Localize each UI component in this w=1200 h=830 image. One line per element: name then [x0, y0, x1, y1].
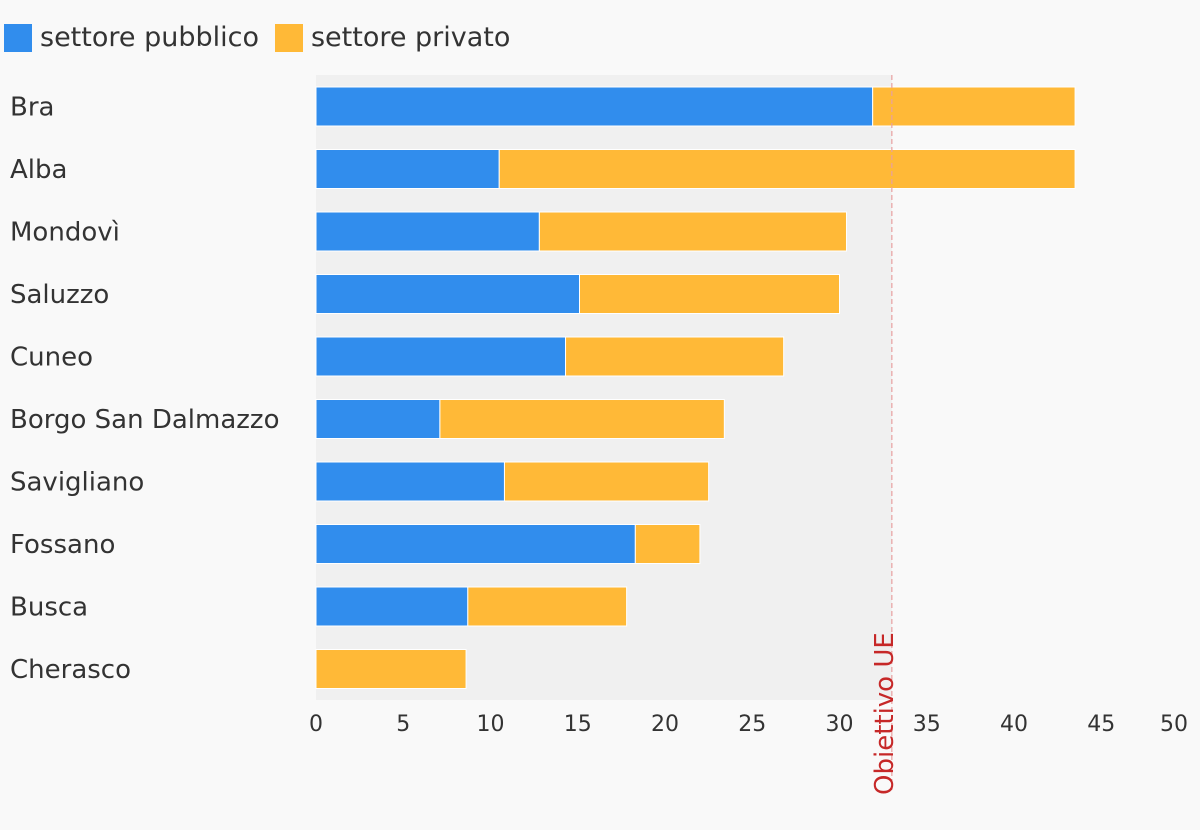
- x-tick-label: 30: [826, 712, 854, 737]
- x-tick-label: 45: [1087, 712, 1115, 737]
- category-label: Borgo San Dalmazzo: [10, 405, 279, 435]
- x-tick-label: 10: [477, 712, 505, 737]
- category-label: Savigliano: [10, 468, 144, 498]
- bar-public: [315, 211, 540, 252]
- bar-private: [634, 524, 701, 564]
- x-tick-label: 50: [1160, 712, 1188, 737]
- bar-public: [315, 461, 505, 502]
- x-tick-label: 40: [1000, 712, 1028, 737]
- category-label: Busca: [10, 593, 88, 623]
- category-label: Mondovì: [10, 218, 120, 248]
- x-tick-label: 25: [738, 712, 766, 737]
- legend-swatch-private: [274, 23, 303, 52]
- category-label: Cuneo: [10, 343, 93, 373]
- x-tick-label: 0: [309, 712, 323, 737]
- legend-label-public: settore pubblico: [40, 22, 259, 53]
- bar-private: [872, 86, 1076, 127]
- bar-public: [315, 524, 636, 564]
- bar-public: [315, 274, 580, 314]
- category-label: Bra: [10, 93, 54, 123]
- x-tick-label: 20: [651, 712, 679, 737]
- bar-private: [315, 649, 467, 689]
- bar-public: [315, 336, 567, 377]
- bar-public: [315, 149, 500, 189]
- legend: settore pubblico settore privato: [4, 22, 526, 53]
- legend-swatch-public: [4, 23, 32, 52]
- legend-item-public[interactable]: settore pubblico: [4, 22, 259, 53]
- legend-item-private[interactable]: settore privato: [274, 22, 511, 53]
- category-label: Cherasco: [10, 655, 131, 685]
- bar-private: [467, 586, 628, 627]
- bar-public: [315, 86, 874, 127]
- bar-private: [503, 461, 710, 502]
- bar-public: [315, 399, 441, 439]
- reference-line-label: Obiettivo UE: [870, 632, 900, 795]
- category-label: Alba: [10, 155, 67, 185]
- category-label: Fossano: [10, 530, 115, 560]
- bar-private: [565, 336, 785, 377]
- x-tick-label: 15: [564, 712, 592, 737]
- x-tick-label: 35: [913, 712, 941, 737]
- bar-private: [538, 211, 847, 252]
- x-tick-label: 5: [396, 712, 410, 737]
- bar-private: [578, 274, 840, 314]
- bar-private: [439, 399, 725, 439]
- category-label: Saluzzo: [10, 280, 109, 310]
- bar-private: [498, 149, 1076, 189]
- legend-label-private: settore privato: [310, 22, 511, 53]
- bar-public: [315, 586, 469, 627]
